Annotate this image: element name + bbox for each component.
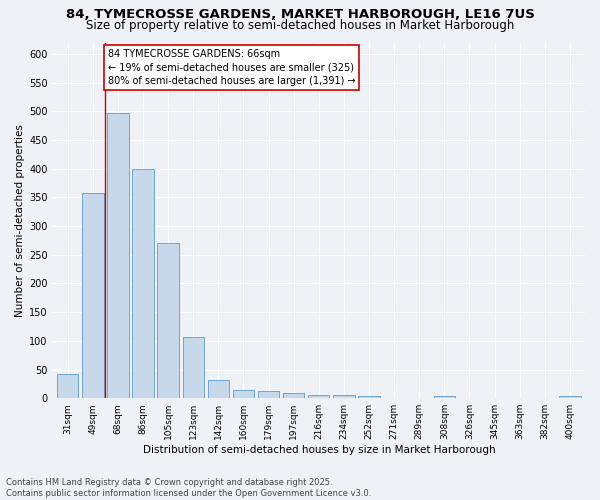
Bar: [208, 380, 229, 398]
Bar: [283, 393, 304, 398]
Bar: [107, 113, 128, 398]
Bar: [157, 244, 179, 398]
Text: 84, TYMECROSSE GARDENS, MARKET HARBOROUGH, LE16 7US: 84, TYMECROSSE GARDENS, MARKET HARBOROUG…: [65, 8, 535, 20]
Bar: [559, 396, 581, 398]
Bar: [358, 396, 380, 398]
Bar: [233, 390, 254, 398]
Bar: [333, 396, 355, 398]
Bar: [182, 337, 204, 398]
Bar: [133, 168, 154, 398]
Bar: [434, 396, 455, 398]
Text: Contains HM Land Registry data © Crown copyright and database right 2025.
Contai: Contains HM Land Registry data © Crown c…: [6, 478, 371, 498]
Bar: [258, 392, 279, 398]
X-axis label: Distribution of semi-detached houses by size in Market Harborough: Distribution of semi-detached houses by …: [143, 445, 495, 455]
Bar: [308, 395, 329, 398]
Text: 84 TYMECROSSE GARDENS: 66sqm
← 19% of semi-detached houses are smaller (325)
80%: 84 TYMECROSSE GARDENS: 66sqm ← 19% of se…: [108, 50, 356, 86]
Text: Size of property relative to semi-detached houses in Market Harborough: Size of property relative to semi-detach…: [86, 18, 514, 32]
Y-axis label: Number of semi-detached properties: Number of semi-detached properties: [15, 124, 25, 317]
Bar: [57, 374, 79, 398]
Bar: [82, 194, 104, 398]
